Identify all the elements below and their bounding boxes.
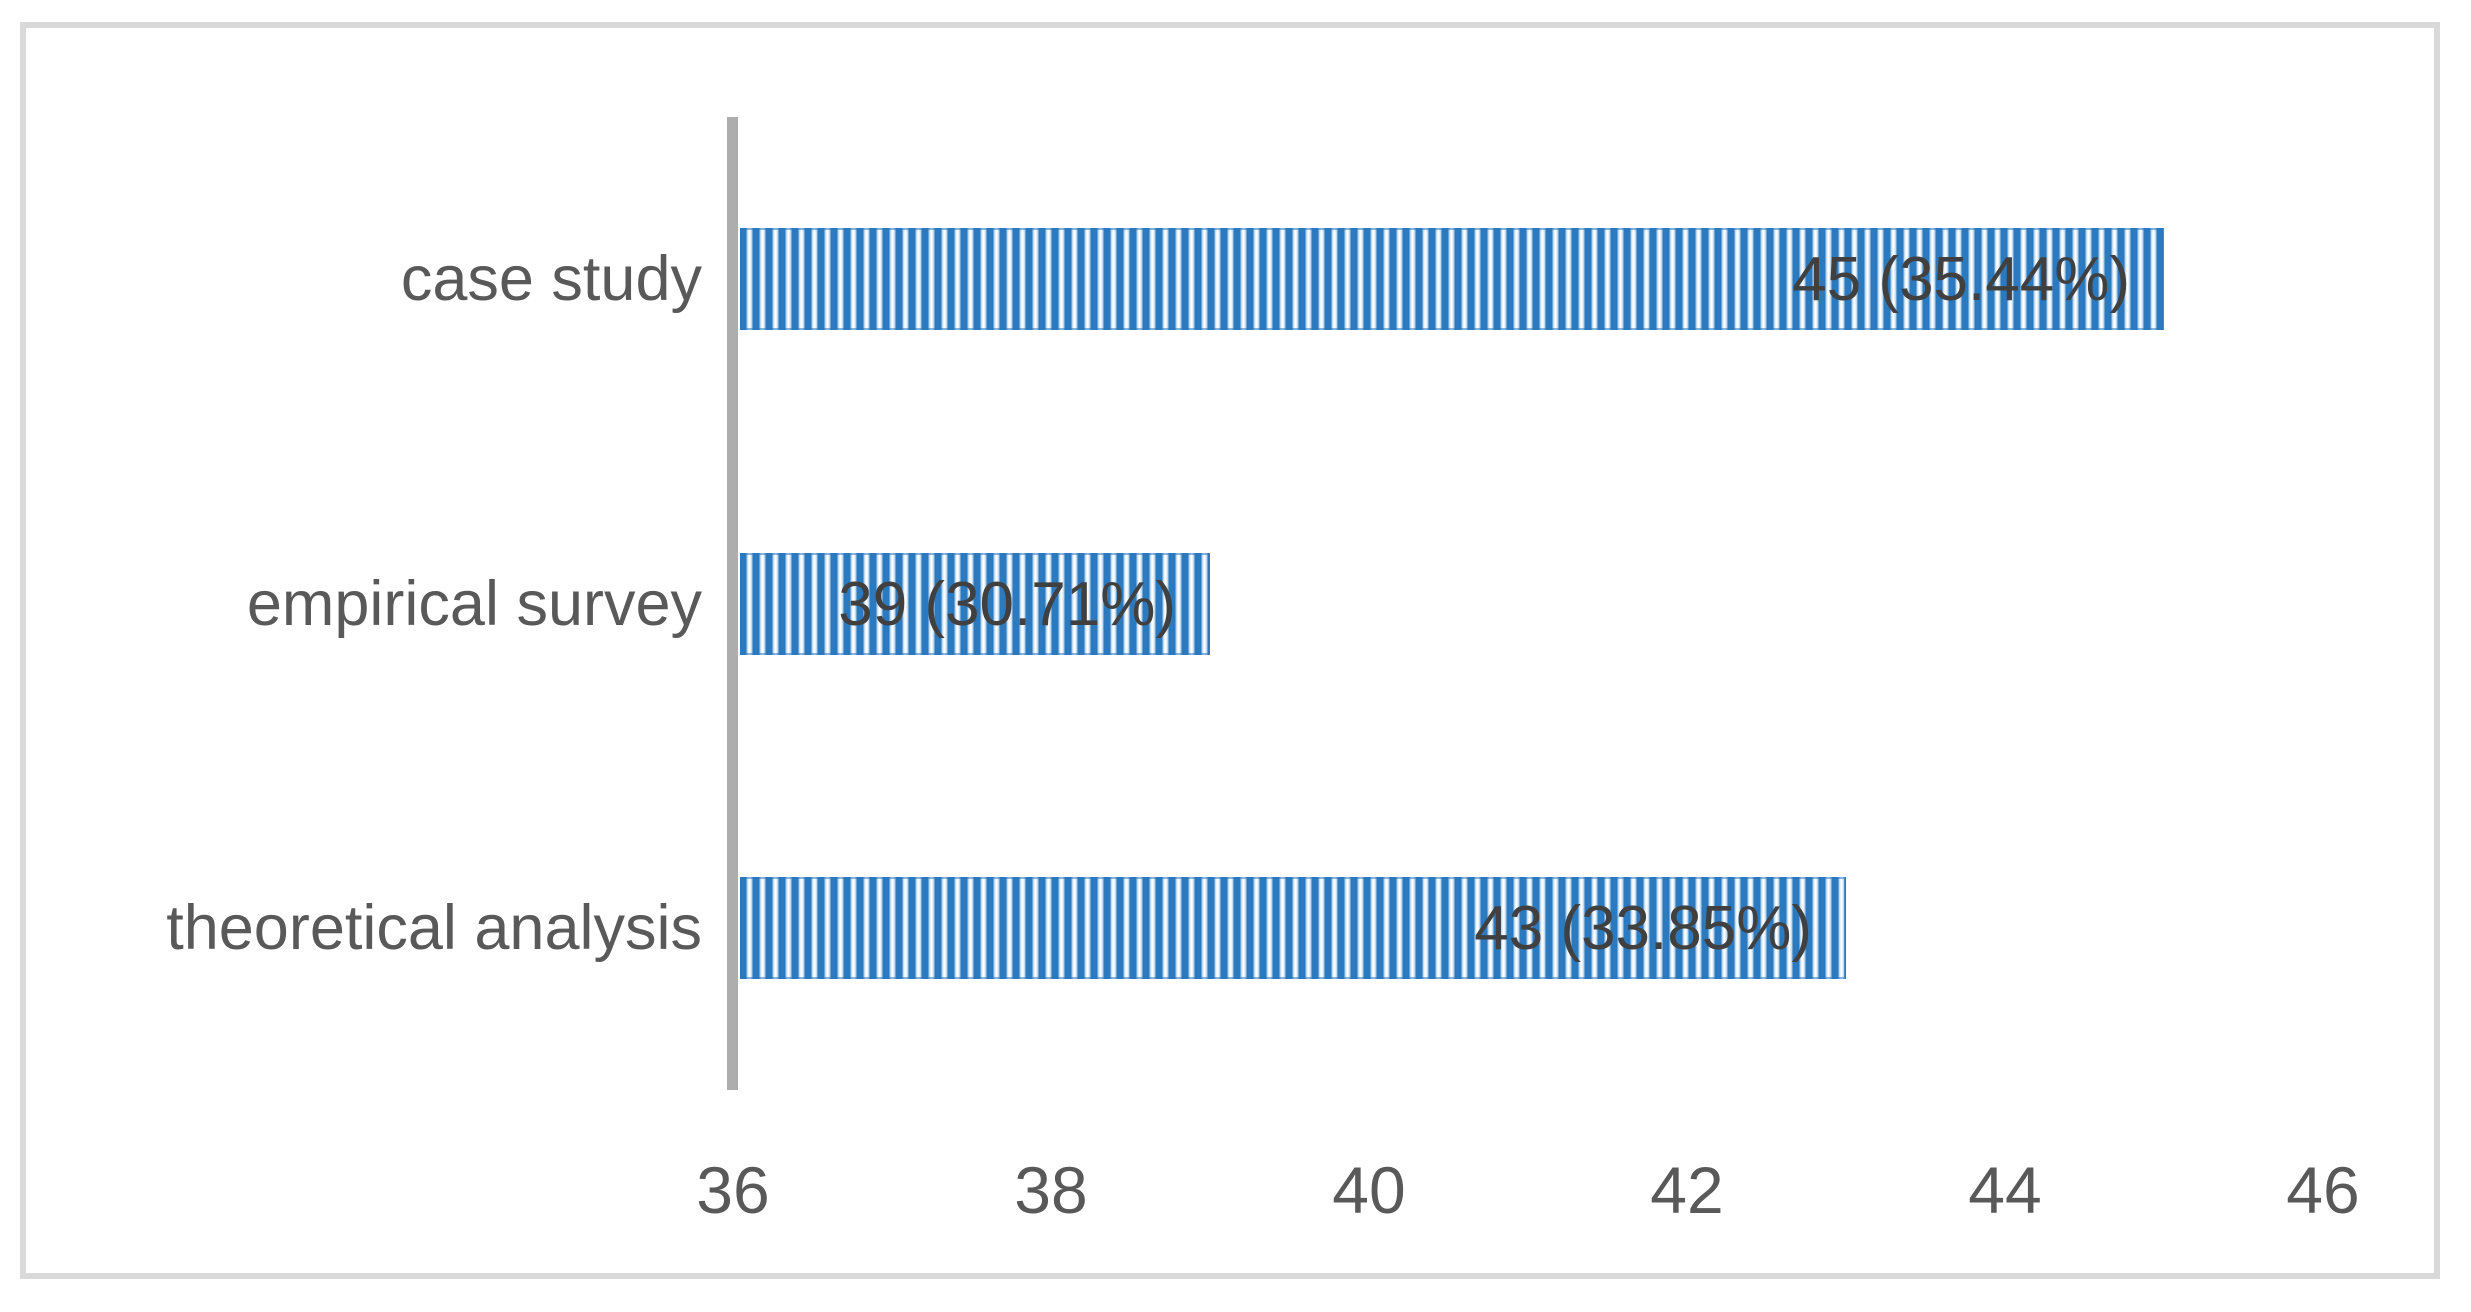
x-axis-tick-label: 36: [696, 1153, 770, 1227]
bar-data-label: 43 (33.85%): [1474, 893, 1812, 963]
category-label: theoretical analysis: [166, 893, 702, 963]
category-label: empirical survey: [246, 569, 702, 639]
bar: 43 (33.85%): [740, 877, 1846, 979]
x-axis-tick-label: 40: [1332, 1153, 1406, 1227]
x-axis-tick-label: 46: [2286, 1153, 2360, 1227]
bar-data-label: 45 (35.44%): [1792, 244, 2130, 314]
x-axis-tick-label: 38: [1014, 1153, 1088, 1227]
bar: 45 (35.44%): [740, 228, 2164, 330]
bar-data-label: 39 (30.71%): [838, 569, 1176, 639]
x-axis-tick-label: 42: [1650, 1153, 1724, 1227]
y-axis-line: [727, 117, 738, 1090]
x-axis-tick-label: 44: [1968, 1153, 2042, 1227]
bar: 39 (30.71%): [740, 553, 1210, 655]
category-label: case study: [400, 244, 702, 314]
chart-frame: [20, 22, 2440, 1279]
